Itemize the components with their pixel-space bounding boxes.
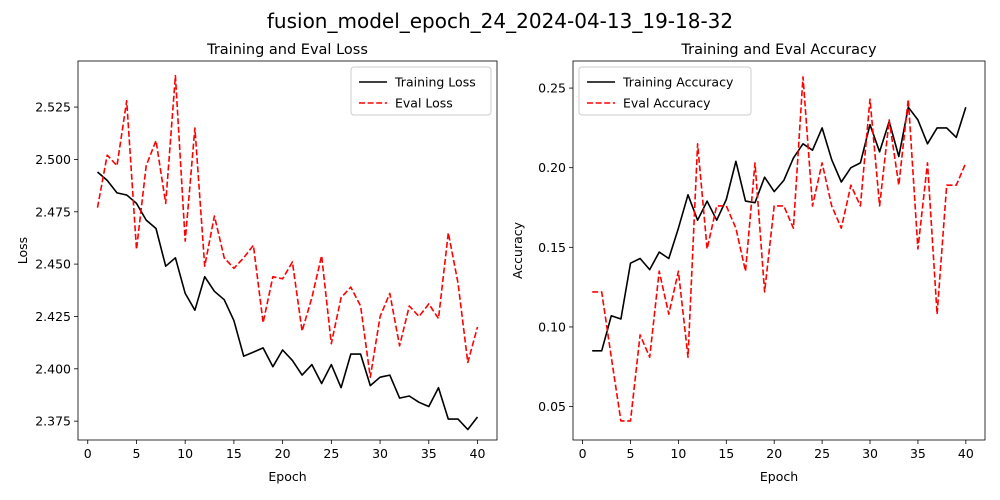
legend-entry-label: Training Loss <box>394 75 476 90</box>
training-series-line <box>592 106 967 352</box>
chart-title: Training and Eval Loss <box>206 42 368 58</box>
y-tick-label: 2.400 <box>35 361 71 376</box>
chart-title: Training and Eval Accuracy <box>680 42 877 58</box>
figure-suptitle: fusion_model_epoch_24_2024-04-13_19-18-3… <box>267 9 733 33</box>
x-tick-label: 20 <box>766 446 782 461</box>
eval-series-line <box>592 76 967 422</box>
y-tick-label: 2.525 <box>35 100 71 115</box>
x-tick-label: 15 <box>718 446 734 461</box>
x-tick-label: 5 <box>627 446 635 461</box>
plot-frame <box>77 60 498 441</box>
x-tick-label: 0 <box>84 446 92 461</box>
x-tick-label: 10 <box>177 446 193 461</box>
eval-series-line <box>96 74 479 379</box>
y-tick-label: 0.10 <box>538 319 566 334</box>
x-tick-label: 25 <box>323 446 339 461</box>
x-tick-label: 35 <box>910 446 926 461</box>
legend-entry-label: Eval Accuracy <box>623 96 711 111</box>
y-tick-label: 0.20 <box>538 160 566 175</box>
x-tick-label: 25 <box>814 446 830 461</box>
y-axis-label: Loss <box>15 237 30 264</box>
plot-frame <box>572 60 986 441</box>
x-tick-label: 30 <box>372 446 388 461</box>
x-tick-label: 20 <box>275 446 291 461</box>
y-tick-label: 2.475 <box>35 204 71 219</box>
x-tick-label: 5 <box>132 446 140 461</box>
y-tick-label: 2.425 <box>35 309 71 324</box>
x-tick-label: 40 <box>958 446 974 461</box>
accuracy-chart-panel: Training and Eval Accuracy 0 5 10 15 20 25 30 35… <box>510 42 986 484</box>
x-tick-label: 30 <box>862 446 878 461</box>
training-series-line <box>96 171 479 431</box>
x-tick-label: 10 <box>670 446 686 461</box>
y-axis-label: Accuracy <box>510 221 525 279</box>
loss-chart-panel: Training and Eval Loss 0 5 10 15 20 25 30 35 40 2.… <box>15 42 498 484</box>
y-tick-label: 0.05 <box>538 399 566 414</box>
x-tick-label: 35 <box>421 446 437 461</box>
y-tick-label: 0.15 <box>538 240 566 255</box>
x-tick-label: 15 <box>226 446 242 461</box>
x-tick-label: 40 <box>470 446 486 461</box>
x-axis-label: Epoch <box>268 469 306 484</box>
y-tick-label: 0.25 <box>538 81 566 96</box>
x-tick-label: 0 <box>579 446 587 461</box>
x-axis-label: Epoch <box>760 469 798 484</box>
legend-entry-label: Eval Loss <box>395 96 453 111</box>
y-tick-label: 2.375 <box>35 414 71 429</box>
y-tick-label: 2.450 <box>35 257 71 272</box>
y-tick-label: 2.500 <box>35 152 71 167</box>
legend-box <box>578 66 752 116</box>
legend-entry-label: Training Accuracy <box>622 75 734 90</box>
